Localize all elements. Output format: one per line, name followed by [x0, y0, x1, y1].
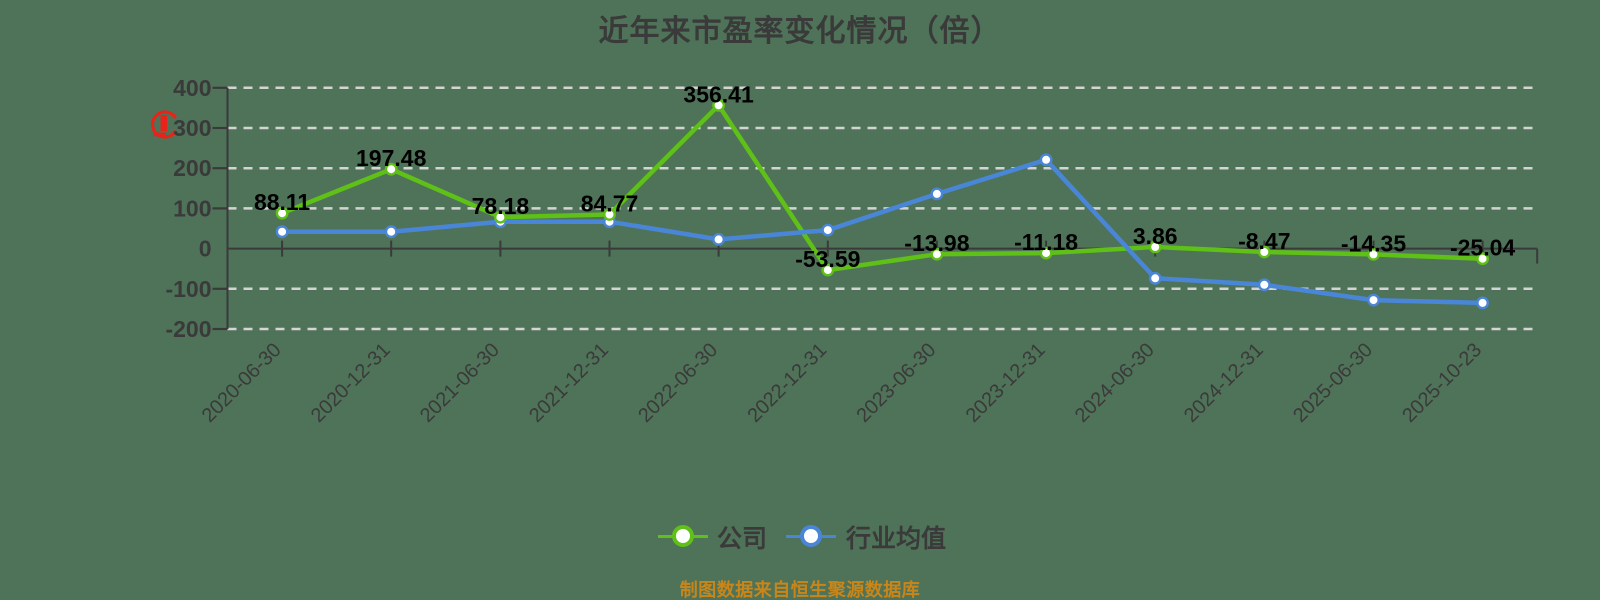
svg-text:-14.35: -14.35	[1341, 230, 1406, 256]
svg-text:-200: -200	[165, 316, 211, 342]
svg-text:2024-06-30: 2024-06-30	[1071, 339, 1159, 427]
svg-text:2021-12-31: 2021-12-31	[525, 339, 613, 427]
svg-text:100: 100	[173, 195, 211, 221]
svg-text:2025-06-30: 2025-06-30	[1289, 339, 1377, 427]
svg-text:84.77: 84.77	[581, 191, 639, 217]
svg-text:-100: -100	[165, 276, 211, 302]
svg-text:2024-12-31: 2024-12-31	[1180, 339, 1268, 427]
svg-text:0: 0	[199, 236, 212, 262]
svg-text:2020-12-31: 2020-12-31	[307, 339, 395, 427]
svg-text:-13.98: -13.98	[904, 230, 969, 256]
svg-text:356.41: 356.41	[683, 81, 754, 107]
svg-text:200: 200	[173, 155, 211, 181]
svg-text:-53.59: -53.59	[795, 246, 860, 272]
svg-text:-25.04: -25.04	[1450, 235, 1515, 261]
svg-text:2021-06-30: 2021-06-30	[416, 339, 504, 427]
svg-text:300: 300	[173, 115, 211, 141]
svg-text:-11.18: -11.18	[1014, 229, 1078, 255]
svg-text:2025-10-23: 2025-10-23	[1398, 339, 1486, 427]
svg-text:2022-12-31: 2022-12-31	[743, 339, 831, 427]
svg-text:400: 400	[173, 75, 211, 101]
svg-text:-8.47: -8.47	[1238, 228, 1290, 254]
svg-text:2023-12-31: 2023-12-31	[962, 339, 1050, 427]
svg-text:2023-06-30: 2023-06-30	[853, 339, 941, 427]
svg-text:2022-06-30: 2022-06-30	[634, 339, 722, 427]
svg-text:88.11: 88.11	[254, 189, 310, 215]
svg-text:197.48: 197.48	[356, 145, 427, 171]
svg-text:2020-06-30: 2020-06-30	[198, 339, 286, 427]
svg-text:78.18: 78.18	[472, 193, 530, 219]
svg-text:3.86: 3.86	[1133, 223, 1178, 249]
